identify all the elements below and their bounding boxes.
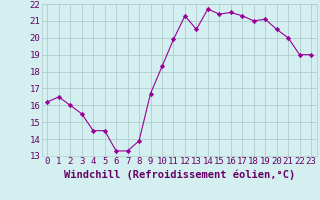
X-axis label: Windchill (Refroidissement éolien,°C): Windchill (Refroidissement éolien,°C): [64, 169, 295, 180]
